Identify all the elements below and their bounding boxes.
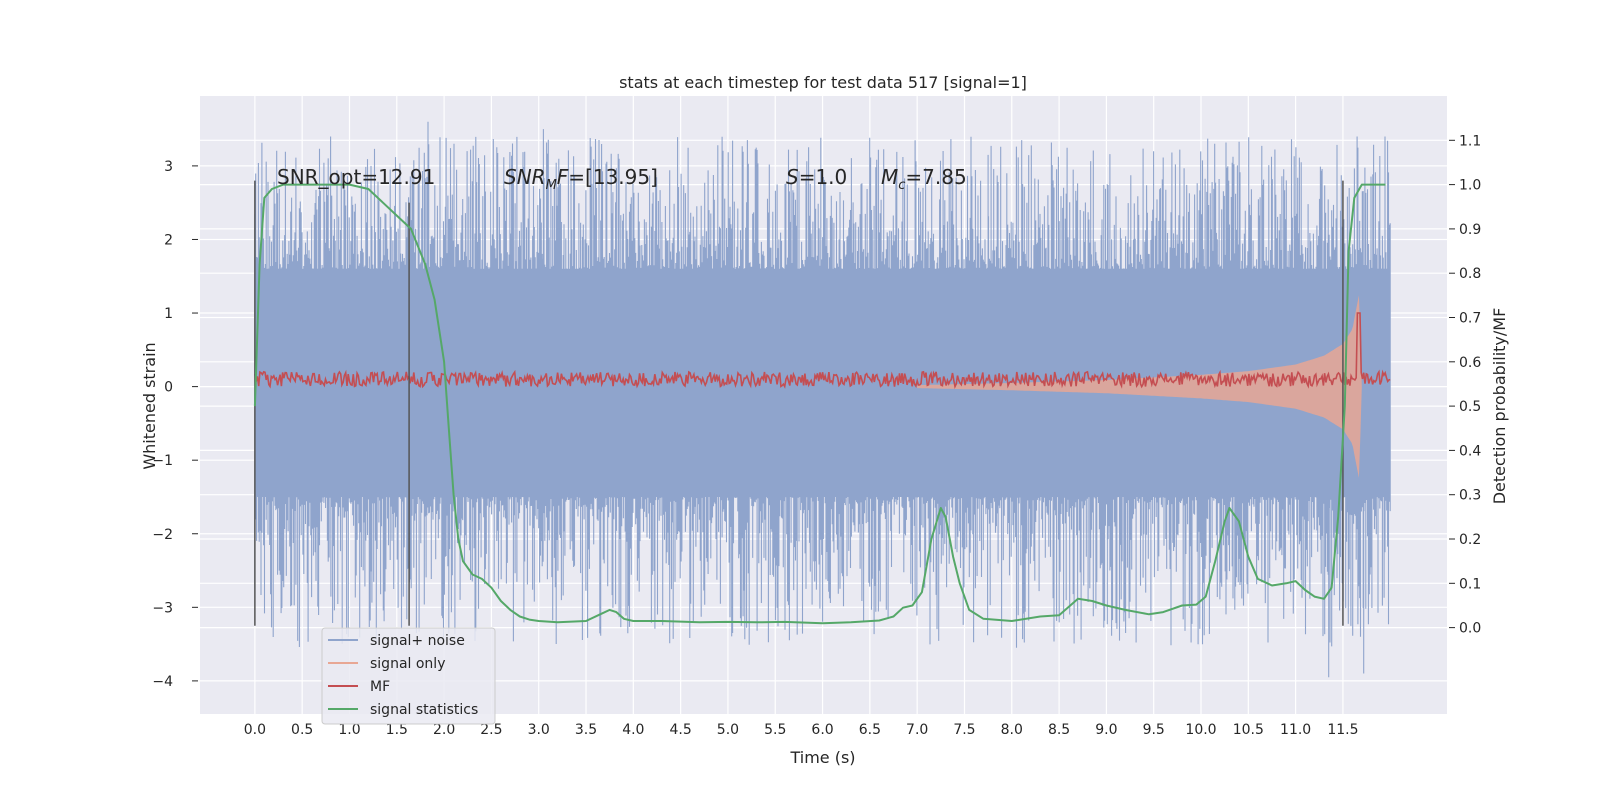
y2-tick-label: 0.8 (1459, 266, 1481, 282)
x-tick-label: 10.0 (1185, 722, 1216, 738)
x-tick-label: 6.5 (859, 722, 881, 738)
y-tick-label: −4 (152, 674, 173, 690)
y2-tick-label: 0.7 (1459, 311, 1481, 327)
x-tick-label: 0.5 (291, 722, 313, 738)
legend-label-signal-statistics: signal statistics (370, 702, 478, 718)
y2-tick-label: 0.1 (1459, 576, 1481, 592)
annotation-mc: Mc=7.85 (881, 165, 967, 193)
annotation-snr-opt: SNR_opt=12.91 (277, 165, 435, 189)
annotation-mc-value: =7.85 (905, 165, 966, 189)
annotation-mc-symbol: M (881, 165, 898, 189)
x-tick-label: 4.5 (670, 722, 692, 738)
x-tick-label: 1.0 (338, 722, 360, 738)
x-tick-label: 5.5 (764, 722, 786, 738)
annotations: SNR_opt=12.91 SNRMF=[13.95] S=1.0 Mc=7.8… (277, 165, 967, 193)
x-axis-label: Time (s) (789, 748, 855, 767)
x-tick-label: 8.0 (1001, 722, 1023, 738)
annotation-snr-mf: SNRMF=[13.95] (504, 165, 658, 193)
x-tick-label: 3.0 (528, 722, 550, 738)
annotation-snr-mf-value: =[13.95] (568, 165, 658, 189)
signal-only-series (917, 295, 1362, 478)
y-axis-ticks: −4 −3 −2 −1 0 1 2 3 (152, 159, 198, 690)
annotation-s: S=1.0 (786, 165, 847, 189)
y2-tick-label: 0.4 (1459, 443, 1481, 459)
signal-only-envelope (917, 295, 1362, 478)
legend-label-mf: MF (370, 679, 390, 695)
y2-tick-label: 0.6 (1459, 355, 1481, 371)
signal-statistics-series (253, 183, 1386, 625)
y-axis-label: Whitened strain (140, 342, 159, 469)
annotation-s-value: =1.0 (799, 165, 848, 189)
x-tick-label: 0.0 (244, 722, 266, 738)
annotation-s-symbol: S (786, 165, 799, 189)
chart-title: stats at each timestep for test data 517… (619, 73, 1027, 92)
plot-content (253, 121, 1391, 678)
y2-tick-label: 0.2 (1459, 532, 1481, 548)
annotation-snr-mf-symbol: SNR (504, 165, 546, 189)
x-tick-label: 11.0 (1280, 722, 1311, 738)
legend-label-signal-noise: signal+ noise (370, 633, 465, 649)
legend: signal+ noise signal only MF signal stat… (321, 627, 496, 725)
x-tick-label: 4.0 (622, 722, 644, 738)
x-tick-label: 9.5 (1143, 722, 1165, 738)
y-tick-label: 1 (164, 306, 173, 322)
y2-axis-label: Detection probability/MF (1490, 308, 1509, 505)
x-tick-label: 3.5 (575, 722, 597, 738)
y2-tick-label: 0.3 (1459, 488, 1481, 504)
y2-tick-label: 1.1 (1459, 133, 1481, 149)
y-tick-label: −3 (152, 600, 173, 616)
y-tick-label: 0 (164, 380, 173, 396)
y2-tick-label: 1.0 (1459, 178, 1481, 194)
y2-axis-ticks: 0.0 0.1 0.2 0.3 0.4 0.5 0.6 0.7 0.8 0.9 1.0 1.1 (1449, 133, 1481, 637)
x-tick-label: 6.0 (811, 722, 833, 738)
x-tick-label: 7.5 (953, 722, 975, 738)
x-tick-label: 11.5 (1327, 722, 1358, 738)
x-tick-label: 1.5 (386, 722, 408, 738)
y-tick-label: 3 (164, 159, 173, 175)
y-tick-label: 2 (164, 232, 173, 248)
annotation-snr-mf-subscript: M (546, 178, 557, 193)
y2-tick-label: 0.0 (1459, 621, 1481, 637)
y2-tick-label: 0.9 (1459, 222, 1481, 238)
x-tick-label: 2.0 (433, 722, 455, 738)
legend-label-signal-only: signal only (370, 656, 445, 672)
x-tick-label: 5.0 (717, 722, 739, 738)
x-tick-label: 8.5 (1048, 722, 1070, 738)
x-tick-label: 7.0 (906, 722, 928, 738)
y-tick-label: −1 (152, 453, 173, 469)
annotation-snr-mf-f: F (557, 165, 569, 189)
x-tick-label: 10.5 (1233, 722, 1264, 738)
signal-statistics-line (253, 183, 1386, 625)
x-axis-ticks: 0.0 0.5 1.0 1.5 2.0 2.5 3.0 3.5 4.0 4.5 5.0 5.5 6.0 6… (244, 722, 1359, 738)
y2-tick-label: 0.5 (1459, 399, 1481, 415)
x-tick-label: 2.5 (480, 722, 502, 738)
legend-box (321, 627, 496, 725)
x-tick-label: 9.0 (1095, 722, 1117, 738)
y-tick-label: −2 (152, 527, 173, 543)
annotation-mc-subscript: c (898, 178, 905, 193)
